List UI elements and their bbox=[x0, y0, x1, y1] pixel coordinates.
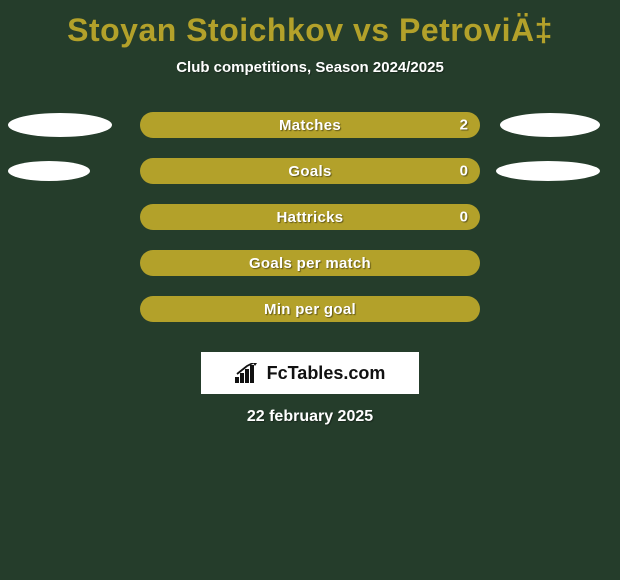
subtitle: Club competitions, Season 2024/2025 bbox=[0, 59, 620, 76]
logo-text: FcTables.com bbox=[267, 363, 386, 384]
stat-value: 0 bbox=[460, 163, 468, 180]
stat-bar: Goals per match bbox=[140, 250, 480, 276]
left-ellipse-goals bbox=[8, 161, 90, 181]
stat-label: Min per goal bbox=[264, 301, 356, 318]
stat-value: 2 bbox=[460, 117, 468, 134]
stat-label: Goals per match bbox=[249, 255, 371, 272]
stat-row-hattricks: Hattricks 0 bbox=[0, 204, 620, 230]
stat-label: Goals bbox=[288, 163, 331, 180]
comparison-infographic: Stoyan Stoichkov vs PetroviÄ‡ Club compe… bbox=[0, 0, 620, 580]
stat-bar: Hattricks 0 bbox=[140, 204, 480, 230]
right-ellipse-matches bbox=[500, 113, 600, 137]
stat-bar: Matches 2 bbox=[140, 112, 480, 138]
stat-row-matches: Matches 2 bbox=[0, 112, 620, 138]
right-ellipse-goals bbox=[496, 161, 600, 181]
left-ellipse-matches bbox=[8, 113, 112, 137]
stat-row-min-per-goal: Min per goal bbox=[0, 296, 620, 322]
stat-label: Matches bbox=[279, 117, 341, 134]
stat-row-goals: Goals 0 bbox=[0, 158, 620, 184]
stat-row-goals-per-match: Goals per match bbox=[0, 250, 620, 276]
stat-value: 0 bbox=[460, 209, 468, 226]
stat-bar: Goals 0 bbox=[140, 158, 480, 184]
date-text: 22 february 2025 bbox=[0, 408, 620, 426]
logo-box: FcTables.com bbox=[201, 352, 419, 394]
stat-label: Hattricks bbox=[277, 209, 344, 226]
stat-bar: Min per goal bbox=[140, 296, 480, 322]
stats-section: Matches 2 Goals 0 Hattricks 0 Goals per … bbox=[0, 112, 620, 322]
fctables-icon bbox=[235, 363, 261, 383]
page-title: Stoyan Stoichkov vs PetroviÄ‡ bbox=[0, 0, 620, 49]
